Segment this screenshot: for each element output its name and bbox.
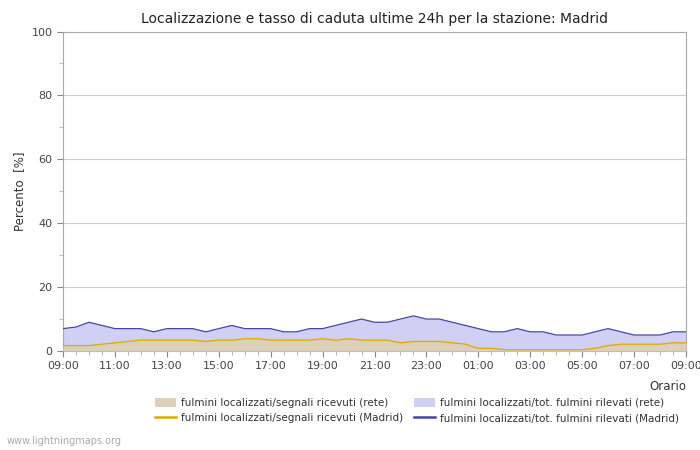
Text: Orario: Orario <box>649 380 686 393</box>
Y-axis label: Percento  [%]: Percento [%] <box>13 152 26 231</box>
Legend: fulmini localizzati/segnali ricevuti (rete), fulmini localizzati/segnali ricevut: fulmini localizzati/segnali ricevuti (re… <box>155 398 679 423</box>
Title: Localizzazione e tasso di caduta ultime 24h per la stazione: Madrid: Localizzazione e tasso di caduta ultime … <box>141 12 608 26</box>
Text: www.lightningmaps.org: www.lightningmaps.org <box>7 436 122 446</box>
